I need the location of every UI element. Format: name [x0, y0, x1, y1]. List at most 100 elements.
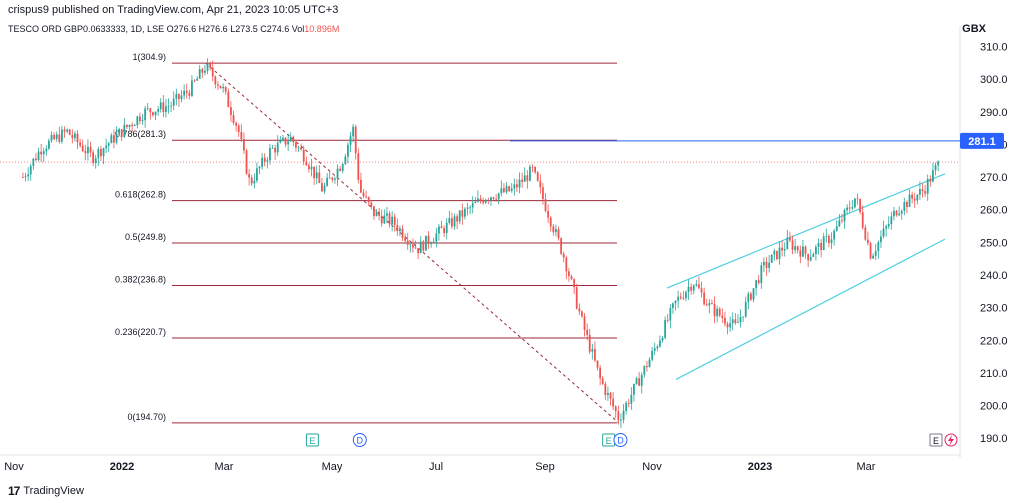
candle-body — [557, 229, 560, 239]
candle-body — [789, 237, 791, 241]
candle-body — [487, 199, 490, 201]
candle-body — [804, 246, 807, 255]
candle-body — [422, 241, 425, 251]
candle-body — [828, 235, 830, 244]
candle-body — [471, 202, 474, 208]
candle-body — [240, 132, 243, 140]
candle-body — [734, 319, 737, 324]
high-value: H276.6 — [198, 24, 228, 34]
x-tick-label: 2022 — [110, 461, 134, 473]
candle-body — [456, 216, 459, 222]
candle-body — [253, 180, 256, 184]
x-tick-label: Mar — [215, 461, 234, 473]
candle-body — [586, 329, 589, 335]
candle-body — [825, 235, 828, 237]
candle-body — [508, 186, 511, 192]
dividend-marker-icon — [352, 433, 367, 447]
candle-body — [604, 383, 607, 395]
candle-body — [74, 133, 76, 139]
candle-body — [373, 206, 375, 217]
candle-body — [48, 140, 50, 149]
candle-body — [417, 248, 420, 254]
candle-body — [89, 146, 92, 153]
candle-body — [482, 200, 485, 203]
candle-body — [609, 393, 612, 399]
candle-body — [185, 90, 188, 93]
candle-body — [919, 189, 921, 195]
candle-body — [232, 115, 235, 123]
x-tick-label: Nov — [642, 461, 662, 473]
candle-body — [755, 280, 758, 289]
candle-body — [289, 136, 292, 142]
candle-body — [133, 125, 136, 127]
candle-body — [22, 177, 24, 178]
candle-body — [708, 303, 711, 306]
y-tick-label: 270.0 — [980, 172, 1008, 184]
fib-level-label: 0.786(281.3) — [115, 129, 166, 139]
candle-body — [752, 288, 755, 300]
candle-body — [861, 212, 864, 228]
candle-body — [243, 139, 245, 151]
candle-body — [570, 276, 573, 280]
candle-body — [929, 178, 932, 182]
candle-body — [149, 108, 152, 113]
candle-body — [261, 157, 264, 167]
candle-body — [406, 240, 409, 245]
candle-body — [128, 124, 131, 127]
candle-body — [40, 151, 43, 155]
candle-body — [102, 148, 105, 157]
candle-body — [500, 188, 503, 194]
candle-body — [783, 248, 786, 251]
earnings-marker-label: E — [933, 436, 939, 446]
candle-body — [672, 303, 674, 309]
candle-body — [846, 207, 849, 210]
candle-body — [679, 296, 682, 299]
candle-body — [237, 125, 240, 133]
candle-body — [903, 201, 906, 212]
candle-body — [438, 226, 440, 234]
candle-body — [830, 239, 833, 244]
candle-body — [643, 366, 646, 375]
candle-body — [893, 210, 895, 217]
candle-body — [248, 173, 251, 178]
candle-body — [820, 243, 823, 251]
candle-body — [877, 242, 880, 252]
candle-body — [776, 250, 778, 260]
candle-body — [721, 315, 724, 318]
candle-body — [32, 158, 35, 166]
candle-body — [141, 120, 144, 122]
candle-body — [560, 238, 563, 254]
candle-body — [63, 129, 66, 132]
candle-body — [646, 366, 648, 368]
candle-body — [817, 243, 820, 247]
candle-body — [152, 112, 154, 116]
candle-body — [347, 144, 349, 157]
candle-body — [635, 378, 638, 384]
candle-body — [336, 168, 339, 179]
candle-body — [622, 410, 625, 420]
candle-body — [131, 124, 134, 127]
candle-body — [648, 359, 651, 368]
candle-body — [427, 235, 430, 244]
tradingview-logo-icon: 17 — [8, 484, 20, 498]
candle-body — [581, 311, 583, 317]
candle-body — [401, 228, 404, 238]
candle-body — [552, 226, 555, 233]
candle-body — [854, 198, 856, 208]
fib-level-label: 1(304.9) — [132, 52, 166, 62]
candle-body — [568, 271, 570, 277]
candle-body — [118, 129, 121, 134]
candle-body — [924, 191, 927, 194]
candle-body — [393, 216, 396, 226]
candle-body — [711, 303, 713, 305]
x-tick-label: May — [322, 461, 343, 473]
candle-body — [297, 147, 300, 149]
candle-body — [765, 261, 768, 268]
candle-body — [698, 284, 700, 289]
candle-body — [92, 152, 95, 164]
candle-body — [219, 85, 222, 89]
candle-body — [287, 141, 290, 145]
candle-body — [555, 229, 557, 233]
candle-body — [651, 350, 654, 360]
